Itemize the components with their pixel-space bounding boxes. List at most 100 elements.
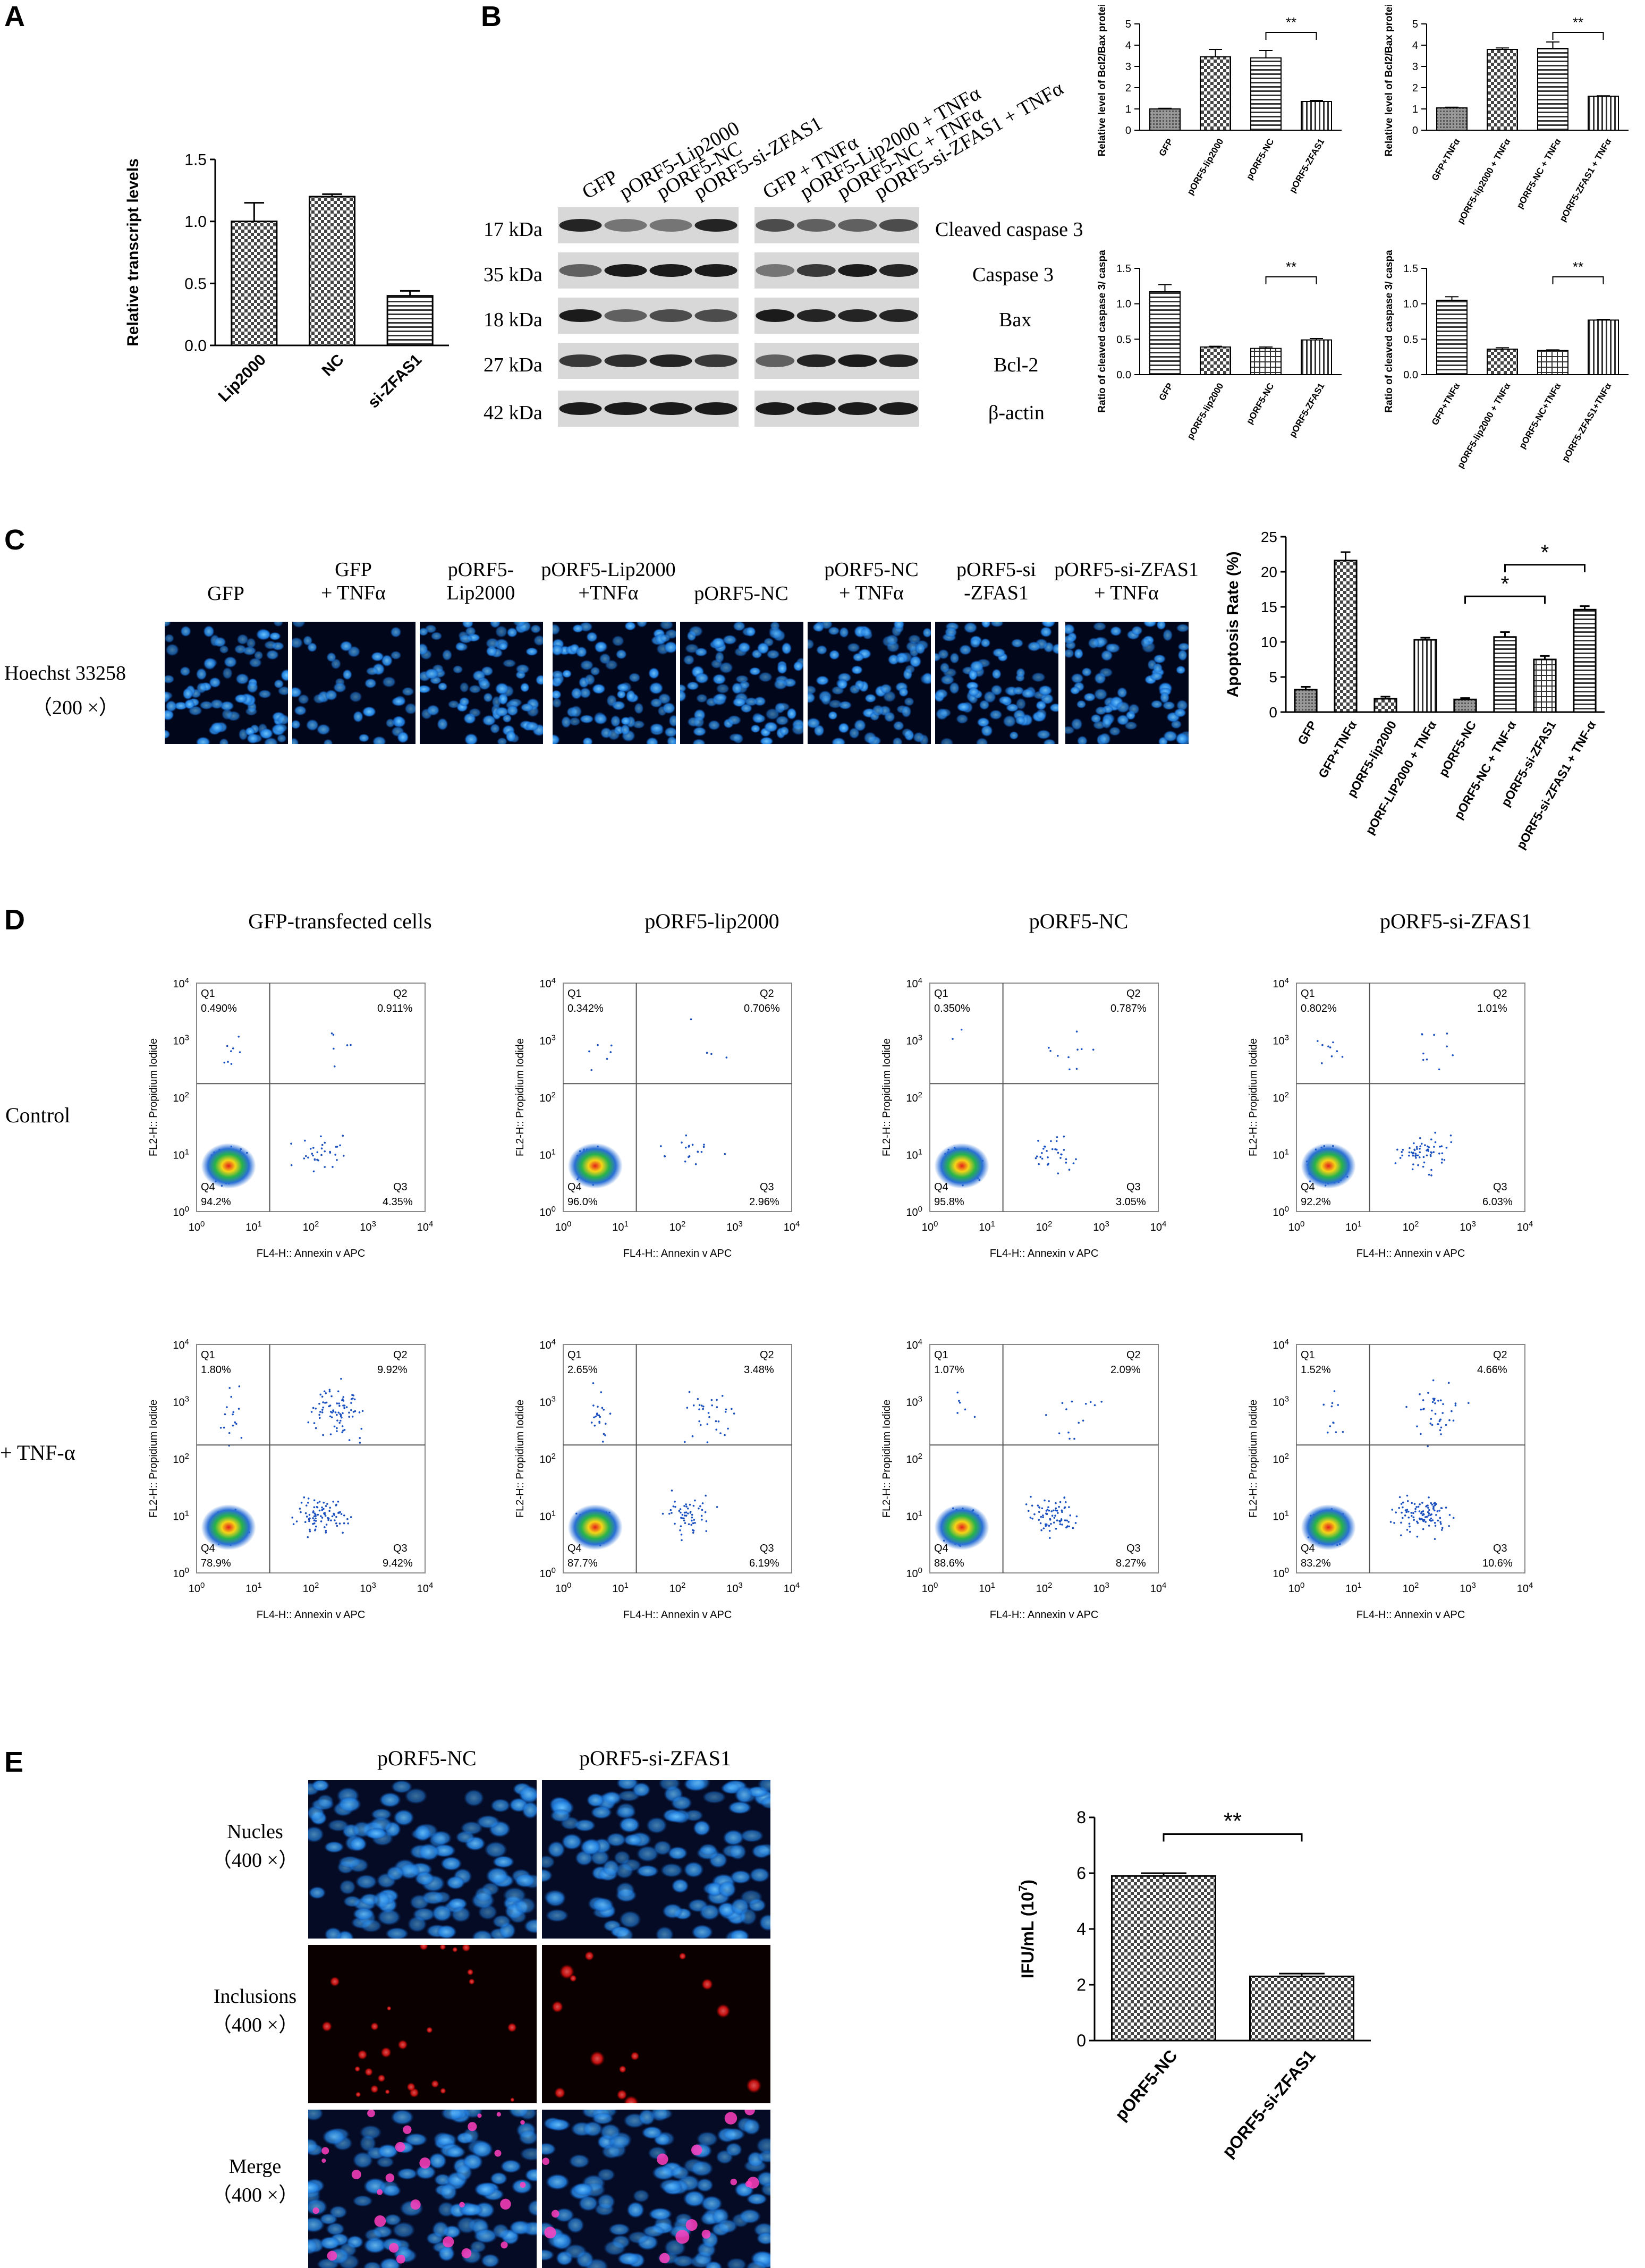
nucleus xyxy=(1038,685,1053,696)
nucleus xyxy=(390,651,401,660)
blot-strip xyxy=(754,252,919,289)
y-axis-label: Apoptosis Rate (%) xyxy=(1224,551,1242,697)
event-dot xyxy=(324,1142,326,1144)
event-dot xyxy=(1434,1132,1436,1134)
y-axis-label: Relative level of Bcl2/Bax protein xyxy=(1384,5,1395,156)
tick-exponent: 0 xyxy=(567,1220,571,1229)
nucleus xyxy=(1040,627,1052,638)
y-tick-label: 0 xyxy=(1269,704,1277,721)
nucleus xyxy=(980,638,990,648)
nucleus xyxy=(1116,701,1130,713)
blot-band xyxy=(756,309,794,322)
x-tick-label: 104 xyxy=(1150,1220,1167,1234)
event-dot xyxy=(1331,1055,1333,1057)
event-dot xyxy=(317,1507,319,1509)
event-dot xyxy=(1438,1069,1440,1071)
event-dot xyxy=(334,1065,336,1068)
event-dot xyxy=(1332,1042,1334,1044)
y-tick-label: 5 xyxy=(1269,669,1277,686)
event-dot xyxy=(336,1419,338,1421)
nucleus xyxy=(693,716,705,728)
event-dot xyxy=(689,1155,691,1157)
event-dot xyxy=(961,1029,963,1031)
event-dot xyxy=(1336,1050,1338,1052)
y-tick-label: 0.5 xyxy=(184,275,207,293)
blot-band xyxy=(879,402,918,415)
x-tick-label: 103 xyxy=(360,1581,376,1595)
nucleus xyxy=(222,667,233,679)
significance-bracket xyxy=(1553,277,1604,284)
nucleus xyxy=(829,650,840,660)
event-dot xyxy=(342,1425,344,1427)
nucleus xyxy=(599,653,610,665)
blot-band xyxy=(797,354,836,367)
y-tick-label: 3 xyxy=(1125,61,1131,73)
y-tick-label: 0.0 xyxy=(184,337,207,355)
event-dot xyxy=(1446,1147,1448,1149)
nucleus xyxy=(1176,665,1186,674)
nucleus xyxy=(1003,715,1016,727)
event-dot xyxy=(685,1147,687,1149)
nucleus xyxy=(744,697,758,706)
x-tick-label: GFP xyxy=(1157,137,1175,158)
y-tick-label: 25 xyxy=(1261,529,1277,545)
blot-band xyxy=(756,354,794,367)
quadrant-value: 0.911% xyxy=(377,1003,413,1014)
nucleus xyxy=(1101,717,1112,729)
y-tick-label: 10 xyxy=(1261,634,1277,650)
event-dot xyxy=(1073,1162,1075,1164)
event-dot xyxy=(220,1427,222,1429)
blot-strip xyxy=(558,252,739,289)
event-dot xyxy=(1444,1159,1446,1161)
nucleus xyxy=(860,628,872,637)
nucleus xyxy=(1037,730,1051,740)
kda-label: 17 kDa xyxy=(484,218,542,241)
nucleus xyxy=(913,732,925,743)
x-tick-label: 100 xyxy=(555,1220,572,1234)
nucleus xyxy=(694,647,708,656)
nucleus xyxy=(495,682,509,695)
x-tick-label: 100 xyxy=(189,1581,205,1595)
nucleus xyxy=(427,705,440,716)
nucleus xyxy=(586,632,598,642)
nucleus xyxy=(515,664,530,674)
blot-band xyxy=(559,309,602,322)
blot-band xyxy=(879,354,918,367)
event-dot xyxy=(238,1036,240,1038)
tick-exponent: 0 xyxy=(185,1205,189,1214)
nucleus xyxy=(1009,731,1019,740)
nucleus xyxy=(1074,648,1083,659)
nucleus xyxy=(592,683,606,694)
x-tick-label: GFP+TNFα xyxy=(1430,381,1462,427)
nucleus xyxy=(1011,639,1023,648)
x-tick-label: 103 xyxy=(1093,1220,1109,1234)
event-dot xyxy=(1422,1053,1424,1055)
nucleus xyxy=(774,679,788,690)
event-dot xyxy=(1041,1158,1044,1160)
event-dot xyxy=(313,1507,316,1509)
y-tick-label: 5 xyxy=(1412,19,1418,30)
y-tick-label: 104 xyxy=(906,976,922,991)
blot-band xyxy=(695,402,737,415)
blot-band xyxy=(838,354,877,367)
bar xyxy=(1301,101,1332,130)
tick-exponent: 4 xyxy=(1529,1220,1533,1229)
bar xyxy=(1534,659,1556,712)
quadrant-value: 0.706% xyxy=(744,1003,780,1014)
y-tick-label: 101 xyxy=(539,1147,556,1162)
event-dot xyxy=(319,1417,321,1419)
event-dot xyxy=(348,1411,350,1414)
nucleus xyxy=(224,656,238,668)
event-dot xyxy=(1417,1154,1419,1156)
protein-label: Caspase 3 xyxy=(972,263,1054,286)
y-tick-label: 100 xyxy=(1273,1205,1289,1219)
x-tick-label: pORF5-ZFAS1 + TNFα xyxy=(1557,137,1613,223)
x-tick-label: pORF-LIP2000 + TNFα xyxy=(1363,718,1439,837)
blot-band xyxy=(559,264,602,277)
event-dot xyxy=(1416,1148,1418,1150)
event-dot xyxy=(1039,1156,1041,1158)
blot-band xyxy=(797,309,836,322)
event-dot xyxy=(362,1410,364,1412)
nucleus xyxy=(847,642,860,653)
